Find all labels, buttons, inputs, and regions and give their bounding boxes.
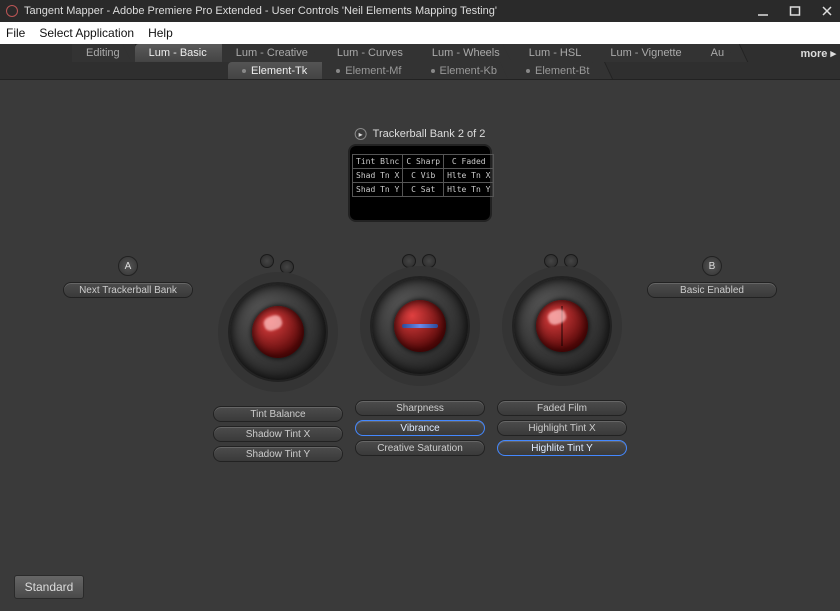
button-stack: Faded Film Highlight Tint X Highlite Tin…: [497, 400, 627, 456]
subtab-element-tk[interactable]: Element-Tk: [228, 62, 322, 79]
trackball-ball-icon: [536, 300, 588, 352]
main-area: ▸ Trackerball Bank 2 of 2 Tint Blnc C Sh…: [0, 80, 840, 611]
basic-enabled-button[interactable]: Basic Enabled: [647, 282, 777, 298]
knob-dots: [544, 254, 578, 268]
cell: C Sharp: [403, 155, 444, 169]
menu-file[interactable]: File: [6, 26, 25, 40]
sharpness-button[interactable]: Sharpness: [355, 400, 485, 416]
menu-select-application[interactable]: Select Application: [39, 26, 134, 40]
trackball-ball-icon: [252, 306, 304, 358]
close-button[interactable]: [818, 2, 836, 20]
menu-bar: File Select Application Help: [0, 22, 840, 44]
menu-help[interactable]: Help: [148, 26, 173, 40]
tint-balance-button[interactable]: Tint Balance: [213, 406, 343, 422]
vibrance-button[interactable]: Vibrance: [355, 420, 485, 436]
tab-lum-wheels[interactable]: Lum - Wheels: [418, 44, 515, 62]
knob-dot[interactable]: [260, 254, 274, 268]
creative-saturation-button[interactable]: Creative Saturation: [355, 440, 485, 456]
cell: Hlte Tn X: [444, 169, 494, 183]
tabs-more[interactable]: more ▸: [801, 44, 836, 62]
knob-dot[interactable]: [564, 254, 578, 268]
cell: C Vib: [403, 169, 444, 183]
maximize-button[interactable]: [786, 2, 804, 20]
knob-dot[interactable]: [402, 254, 416, 268]
minimize-button[interactable]: [754, 2, 772, 20]
trackball-3[interactable]: [512, 276, 612, 376]
app-icon: [6, 5, 18, 17]
highlight-tint-x-button[interactable]: Highlight Tint X: [497, 420, 627, 436]
faded-film-button[interactable]: Faded Film: [497, 400, 627, 416]
subtab-element-mf[interactable]: Element-Mf: [322, 62, 416, 79]
shadow-tint-x-button[interactable]: Shadow Tint X: [213, 426, 343, 442]
tab-lum-basic[interactable]: Lum - Basic: [135, 44, 222, 62]
title-bar: Tangent Mapper - Adobe Premiere Pro Exte…: [0, 0, 840, 22]
knob-dot[interactable]: [544, 254, 558, 268]
badge-a[interactable]: A: [118, 256, 138, 276]
bank-label: Trackerball Bank 2 of 2: [373, 128, 486, 140]
subtab-element-bt[interactable]: Element-Bt: [512, 62, 604, 79]
cell: C Faded: [444, 155, 494, 169]
trackball-column-3: Faded Film Highlight Tint X Highlite Tin…: [492, 254, 632, 456]
top-tabs: Editing Lum - Basic Lum - Creative Lum -…: [0, 44, 840, 62]
knob-dot[interactable]: [280, 260, 294, 274]
dot-icon: [526, 69, 530, 73]
subtab-label: Element-Tk: [251, 65, 307, 77]
subtab-element-kb[interactable]: Element-Kb: [417, 62, 512, 79]
next-trackerball-bank-button[interactable]: Next Trackerball Bank: [63, 282, 193, 298]
sub-tabs: Element-Tk Element-Mf Element-Kb Element…: [0, 62, 840, 80]
button-stack: Tint Balance Shadow Tint X Shadow Tint Y: [213, 406, 343, 462]
knob-dots: [402, 254, 436, 268]
badge-b[interactable]: B: [702, 256, 722, 276]
dot-icon: [431, 69, 435, 73]
tab-editing[interactable]: Editing: [72, 44, 135, 62]
tab-lum-curves[interactable]: Lum - Curves: [323, 44, 418, 62]
trackball-1[interactable]: [228, 282, 328, 382]
tab-lum-vignette[interactable]: Lum - Vignette: [596, 44, 696, 62]
display-table: Tint Blnc C Sharp C Faded Shad Tn X C Vi…: [352, 154, 494, 197]
tab-lum-hsl[interactable]: Lum - HSL: [515, 44, 597, 62]
cell: Hlte Tn Y: [444, 183, 494, 197]
cell: Shad Tn X: [353, 169, 403, 183]
trackball-column-1: Tint Balance Shadow Tint X Shadow Tint Y: [208, 254, 348, 462]
display-panel: Tint Blnc C Sharp C Faded Shad Tn X C Vi…: [348, 144, 492, 222]
tab-au[interactable]: Au: [697, 44, 739, 62]
tab-lum-creative[interactable]: Lum - Creative: [222, 44, 323, 62]
window-buttons: [754, 0, 836, 22]
window-title: Tangent Mapper - Adobe Premiere Pro Exte…: [24, 5, 497, 17]
cell: C Sat: [403, 183, 444, 197]
cell: Shad Tn Y: [353, 183, 403, 197]
dot-icon: [242, 69, 246, 73]
knob-dot[interactable]: [422, 254, 436, 268]
highlite-tint-y-button[interactable]: Highlite Tint Y: [497, 440, 627, 456]
trackball-ball-icon: [394, 300, 446, 352]
trackball-2[interactable]: [370, 276, 470, 376]
knob-dots: [260, 254, 294, 274]
dot-icon: [336, 69, 340, 73]
standard-button[interactable]: Standard: [14, 575, 84, 599]
shadow-tint-y-button[interactable]: Shadow Tint Y: [213, 446, 343, 462]
subtab-label: Element-Kb: [440, 65, 497, 77]
bank-nav-icon[interactable]: ▸: [355, 128, 367, 140]
trackball-column-2: Sharpness Vibrance Creative Saturation: [350, 254, 490, 456]
subtab-label: Element-Mf: [345, 65, 401, 77]
bank-indicator: ▸ Trackerball Bank 2 of 2: [355, 128, 486, 140]
cell: Tint Blnc: [353, 155, 403, 169]
button-stack: Sharpness Vibrance Creative Saturation: [355, 400, 485, 456]
subtab-label: Element-Bt: [535, 65, 589, 77]
